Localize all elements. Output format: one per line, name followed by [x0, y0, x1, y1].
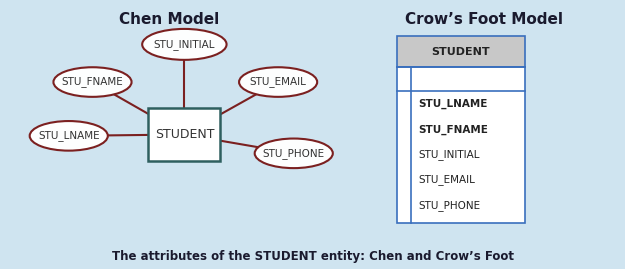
FancyBboxPatch shape [397, 67, 525, 223]
Ellipse shape [54, 67, 132, 97]
Text: STU_EMAIL: STU_EMAIL [418, 175, 475, 185]
Text: STU_LNAME: STU_LNAME [38, 130, 99, 141]
Text: Crow’s Foot Model: Crow’s Foot Model [406, 12, 563, 27]
Text: STU_PHONE: STU_PHONE [418, 200, 480, 211]
Text: STU_INITIAL: STU_INITIAL [418, 149, 479, 160]
Text: STUDENT: STUDENT [432, 47, 490, 57]
Text: STU_PHONE: STU_PHONE [262, 148, 325, 159]
Text: STU_INITIAL: STU_INITIAL [154, 39, 215, 50]
Ellipse shape [255, 139, 332, 168]
Text: STU_LNAME: STU_LNAME [418, 99, 488, 109]
Ellipse shape [30, 121, 108, 151]
Ellipse shape [239, 67, 318, 97]
Text: STU_EMAIL: STU_EMAIL [250, 77, 307, 87]
Text: STU_FNAME: STU_FNAME [418, 124, 488, 134]
Ellipse shape [142, 29, 227, 60]
Text: STUDENT: STUDENT [154, 128, 214, 141]
Text: Chen Model: Chen Model [119, 12, 219, 27]
FancyBboxPatch shape [149, 108, 221, 161]
FancyBboxPatch shape [397, 36, 525, 67]
Text: The attributes of the STUDENT entity: Chen and Crow’s Foot: The attributes of the STUDENT entity: Ch… [111, 250, 514, 263]
Text: STU_FNAME: STU_FNAME [62, 77, 123, 87]
